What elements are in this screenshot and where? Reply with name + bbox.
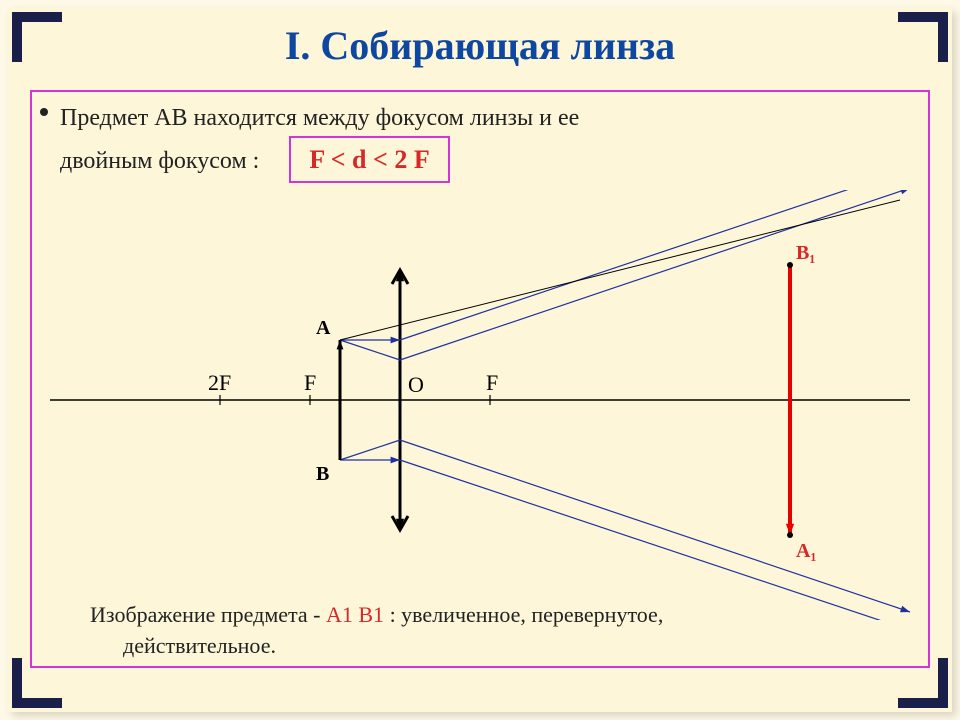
caption-highlight: А1 В1 xyxy=(326,602,384,627)
optics-diagram: O F F 2F A B B₁ A₁ xyxy=(40,190,920,630)
description-text: Предмет АВ находится между фокусом линзы… xyxy=(60,100,900,183)
svg-text:A: A xyxy=(316,317,331,339)
desc-line1: Предмет АВ находится между фокусом линзы… xyxy=(60,105,579,131)
svg-text:B: B xyxy=(316,463,329,485)
svg-text:F: F xyxy=(304,370,316,395)
desc-line2: двойным фокусом : xyxy=(60,148,259,174)
diagram-svg: O F F 2F A B B₁ A₁ xyxy=(40,190,920,620)
caption-mid: : увеличенное, перевернутое, xyxy=(384,602,663,627)
page-title: I. Собирающая линза xyxy=(0,22,960,69)
formula-box: F < d < 2 F xyxy=(289,136,449,183)
bullet-icon xyxy=(40,108,48,116)
caption-prefix: Изображение предмета - xyxy=(90,602,326,627)
svg-text:B₁: B₁ xyxy=(796,242,815,264)
svg-text:F: F xyxy=(486,370,498,395)
svg-text:O: O xyxy=(408,372,424,397)
svg-text:2F: 2F xyxy=(208,370,231,395)
svg-text:A₁: A₁ xyxy=(796,540,816,562)
caption-line2: действительное. xyxy=(123,633,276,658)
caption-text: Изображение предмета - А1 В1 : увеличенн… xyxy=(90,600,900,662)
